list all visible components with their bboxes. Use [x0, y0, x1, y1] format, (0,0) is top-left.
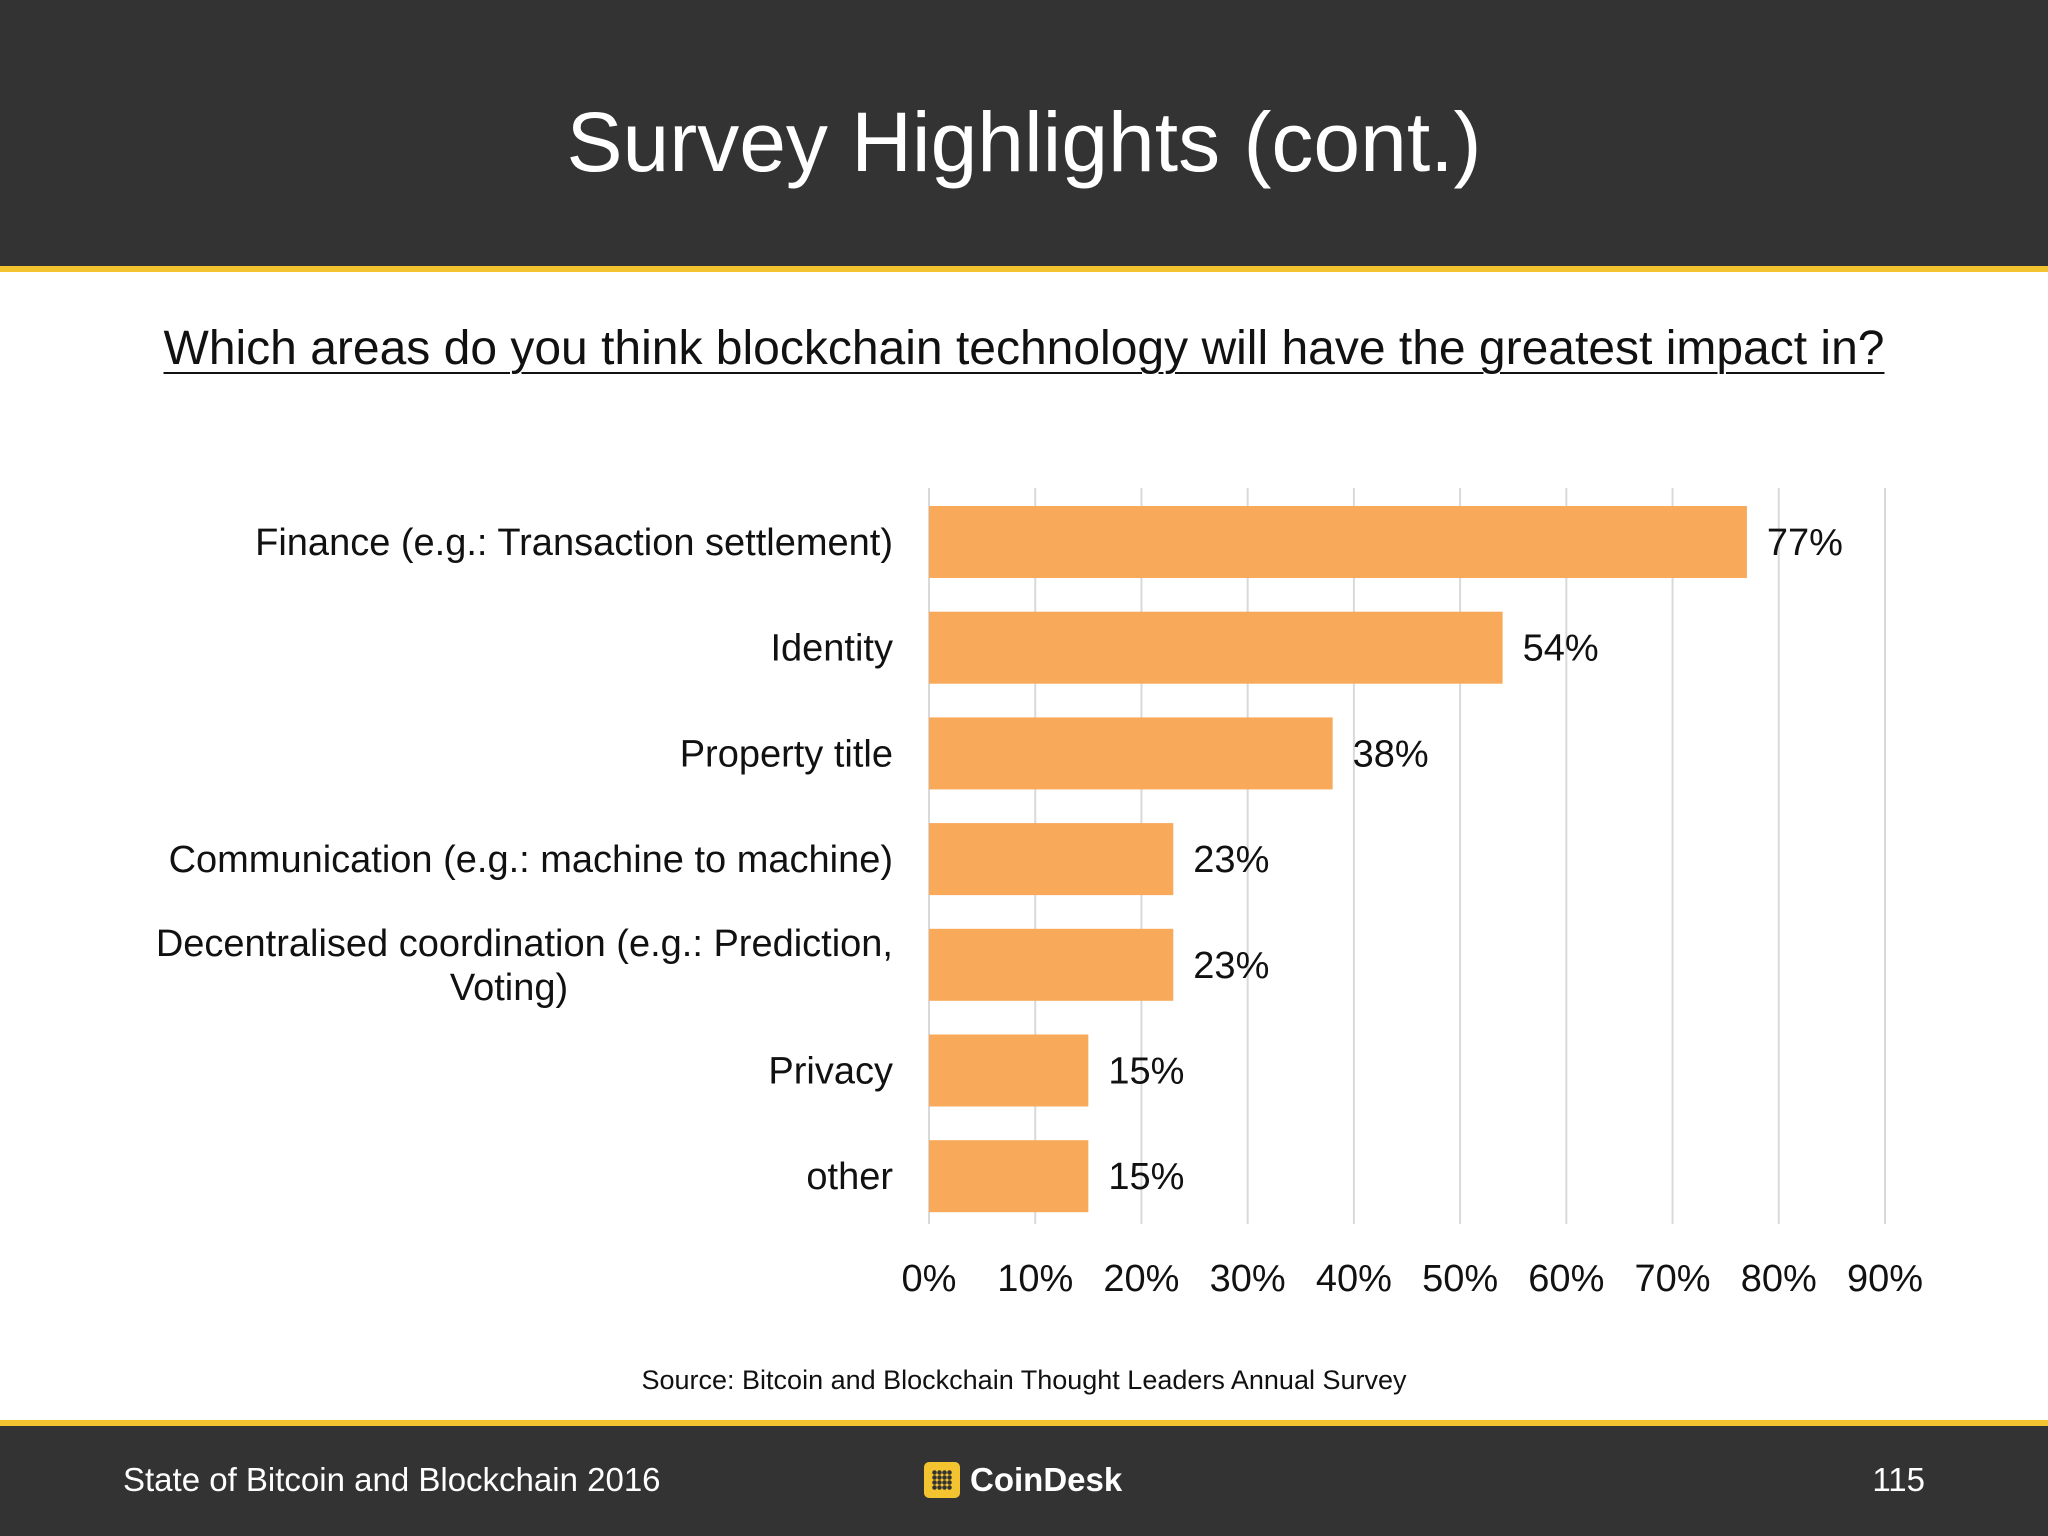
source-note: Source: Bitcoin and Blockchain Thought L…	[641, 1365, 1407, 1395]
footer-report-title: State of Bitcoin and Blockchain 2016	[123, 1461, 661, 1498]
header-accent-rule	[0, 266, 2048, 272]
bars	[929, 506, 1747, 1213]
bar	[929, 717, 1333, 790]
brand-logo: CoinDesk	[924, 1458, 1122, 1502]
category-label: Voting)	[450, 967, 568, 1009]
coindesk-logo-icon	[924, 1462, 960, 1498]
footer-accent-rule	[0, 1420, 2048, 1426]
x-tick-label: 30%	[1210, 1258, 1286, 1300]
x-tick-label: 70%	[1635, 1258, 1711, 1300]
data-label: 15%	[1108, 1156, 1184, 1198]
bar	[929, 611, 1503, 684]
x-tick-label: 80%	[1741, 1258, 1817, 1300]
x-tick-label: 90%	[1847, 1258, 1923, 1300]
bar	[929, 506, 1747, 578]
x-tick-label: 10%	[997, 1258, 1073, 1300]
category-label: Identity	[770, 628, 893, 670]
category-label: Communication (e.g.: machine to machine)	[169, 839, 893, 881]
data-label: 23%	[1193, 839, 1269, 881]
data-label: 15%	[1108, 1051, 1184, 1093]
data-label: 38%	[1353, 733, 1429, 775]
data-label: 77%	[1767, 522, 1843, 564]
slide-footer: State of Bitcoin and Blockchain 2016 Coi…	[0, 1426, 2048, 1536]
bar	[929, 1034, 1089, 1107]
x-tick-label: 20%	[1103, 1258, 1179, 1300]
bar	[929, 823, 1174, 896]
x-tick-label: 60%	[1528, 1258, 1604, 1300]
category-label: other	[806, 1156, 893, 1198]
category-label: Finance (e.g.: Transaction settlement)	[255, 522, 893, 564]
x-tick-label: 40%	[1316, 1258, 1392, 1300]
survey-question: Which areas do you think blockchain tech…	[163, 322, 1885, 375]
x-tick-label: 0%	[902, 1258, 957, 1300]
labels: 0% 10% 20% 30% 40% 50% 60% 70% 80% 90% 77% Finance …	[156, 522, 1923, 1300]
data-label: 23%	[1193, 945, 1269, 987]
page-number: 115	[1872, 1461, 1925, 1498]
category-label: Privacy	[768, 1051, 893, 1093]
data-label: 54%	[1523, 628, 1599, 670]
slide-title: Survey Highlights (cont.)	[566, 95, 1482, 189]
x-tick-label: 50%	[1422, 1258, 1498, 1300]
category-label: Decentralised coordination (e.g.: Predic…	[156, 923, 893, 965]
brand-name: CoinDesk	[970, 1461, 1123, 1498]
bar	[929, 928, 1174, 1001]
slide-header	[0, 0, 2048, 266]
bar	[929, 1140, 1089, 1213]
category-label: Property title	[680, 733, 893, 775]
